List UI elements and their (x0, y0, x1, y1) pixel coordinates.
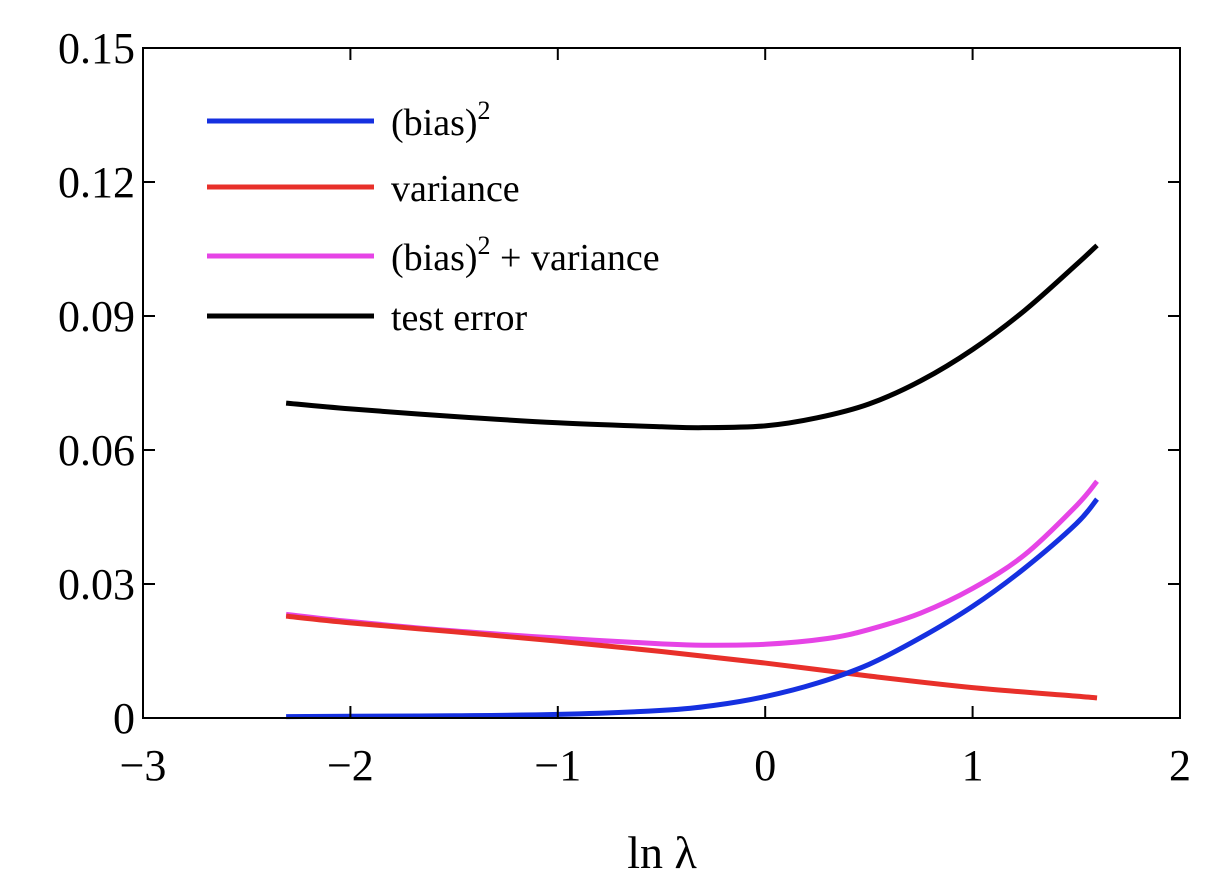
y-tick-label: 0.03 (58, 560, 135, 609)
series-line-bias-2 (286, 497, 1099, 720)
x-tick-label: −1 (534, 741, 581, 790)
x-tick-label: 0 (754, 741, 776, 790)
x-tick-label: −3 (120, 741, 167, 790)
plot-frame (142, 47, 1181, 719)
x-tick-label: 2 (1169, 741, 1191, 790)
legend-label-test-error: test error (391, 297, 527, 339)
legend-label-bias-2-variance: (bias)2 + variance (391, 231, 660, 279)
x-tick-label: 1 (962, 741, 984, 790)
y-tick-label: 0.06 (58, 426, 135, 475)
y-tick-label: 0.12 (58, 158, 135, 207)
y-tick-label: 0.15 (58, 24, 135, 73)
axes: −3 −2 −1 0 1 2 0 0.03 0.06 0.09 0.12 0.15 (58, 24, 1191, 790)
legend: (bias)2 variance (bias)2 + variance test er… (207, 96, 660, 339)
x-axis-label: ln λ (627, 827, 697, 878)
legend-label-variance: variance (391, 168, 520, 210)
series-line-variance (285, 613, 1098, 701)
legend-label-bias-2: (bias)2 (391, 96, 491, 144)
series-line-bias-2-variance (285, 479, 1099, 648)
y-tick-label: 0.09 (58, 292, 135, 341)
series-layer (285, 243, 1099, 720)
series-line-test-error (285, 243, 1099, 431)
x-tick-label: −2 (327, 741, 374, 790)
y-tick-label: 0 (113, 694, 135, 743)
